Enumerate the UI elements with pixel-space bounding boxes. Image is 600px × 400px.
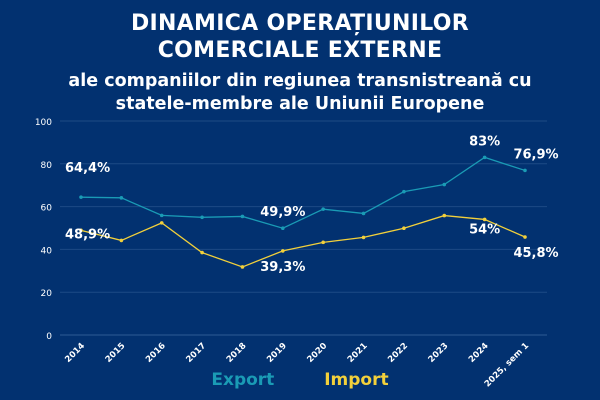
legend-import: Import [324,370,389,390]
data-point-export [523,168,527,173]
x-tick-label: 2018 [225,341,249,365]
data-point-export [240,214,245,219]
data-label: 45,8% [513,246,558,261]
data-point-import [523,235,527,239]
x-tick-label: 2017 [184,341,208,365]
x-tick-label: 2020 [305,341,329,365]
data-label: 64,4% [65,161,110,176]
x-tick-label: 2016 [144,341,168,365]
y-tick-label: 60 [41,204,53,214]
x-tick-label: 2019 [265,341,289,365]
subtitle-line-2: statele-membre ale Uniunii Europene [115,94,485,114]
chart-subtitle: ale companiilor din regiunea transnistre… [0,70,600,116]
data-label: 76,9% [513,147,558,162]
data-point-export [159,213,164,218]
data-label: 39,3% [260,260,305,275]
data-point-import [442,213,447,218]
data-point-export [321,207,325,211]
y-tick-label: 100 [35,118,52,128]
x-tick-label: 2015 [104,341,128,365]
chart-title: DINAMICA OPERAȚIUNILOR COMERCIALE EXTERN… [0,10,600,64]
legend: Export Import [0,370,600,390]
legend-export: Export [211,370,275,390]
y-tick-label: 20 [41,289,53,299]
y-tick-label: 0 [46,332,52,342]
data-point-export [79,195,83,199]
data-point-import [79,228,83,233]
data-point-export [402,189,406,194]
x-tick-label: 2024 [467,341,491,365]
data-point-export [361,211,366,216]
data-label: 49,9% [260,205,305,220]
data-point-import [482,217,487,222]
x-tick-label: 2023 [427,341,451,365]
data-label: 83% [469,134,500,149]
data-point-export [119,196,124,200]
series-line-export [80,156,526,229]
y-tick-label: 40 [41,246,53,256]
data-point-import [402,226,406,231]
data-point-import [240,265,245,269]
series-line-import [80,214,526,268]
data-point-export [281,226,285,231]
title-line-1: DINAMICA OPERAȚIUNILOR [130,11,470,36]
x-tick-label: 2021 [346,341,370,365]
data-label: 48,9% [65,227,110,242]
title-line-2: COMERCIALE EXTERNE [157,38,443,63]
x-tick-label: 2014 [63,341,87,365]
data-point-export [482,155,487,160]
data-point-import [159,221,164,225]
data-point-import [281,249,285,253]
data-point-import [321,240,325,245]
data-point-export [442,182,447,187]
data-point-export [200,215,204,220]
x-tick-label: 2022 [386,341,410,365]
data-label: 54% [469,222,500,237]
subtitle-line-1: ale companiilor din regiunea transnistre… [68,71,532,91]
data-point-import [361,235,366,240]
y-tick-label: 80 [41,161,53,171]
data-point-import [200,250,204,255]
data-point-import [119,238,124,243]
